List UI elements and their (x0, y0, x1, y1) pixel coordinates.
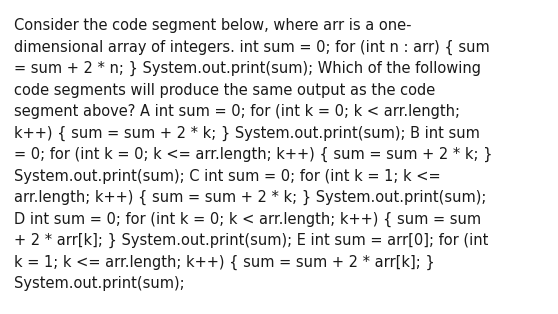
Text: D int sum = 0; for (int k = 0; k < arr.length; k++) { sum = sum: D int sum = 0; for (int k = 0; k < arr.l… (14, 212, 481, 227)
Text: k++) { sum = sum + 2 * k; } System.out.print(sum); B int sum: k++) { sum = sum + 2 * k; } System.out.p… (14, 126, 480, 141)
Text: + 2 * arr[k]; } System.out.print(sum); E int sum = arr[0]; for (int: + 2 * arr[k]; } System.out.print(sum); E… (14, 233, 488, 248)
Text: System.out.print(sum); C int sum = 0; for (int k = 1; k <=: System.out.print(sum); C int sum = 0; fo… (14, 169, 441, 183)
Text: arr.length; k++) { sum = sum + 2 * k; } System.out.print(sum);: arr.length; k++) { sum = sum + 2 * k; } … (14, 190, 487, 205)
Text: = sum + 2 * n; } System.out.print(sum); Which of the following: = sum + 2 * n; } System.out.print(sum); … (14, 61, 481, 76)
Text: = 0; for (int k = 0; k <= arr.length; k++) { sum = sum + 2 * k; }: = 0; for (int k = 0; k <= arr.length; k+… (14, 147, 493, 162)
Text: dimensional array of integers. int sum = 0; for (int n : arr) { sum: dimensional array of integers. int sum =… (14, 40, 490, 55)
Text: k = 1; k <= arr.length; k++) { sum = sum + 2 * arr[k]; }: k = 1; k <= arr.length; k++) { sum = sum… (14, 255, 435, 270)
Text: segment above? A int sum = 0; for (int k = 0; k < arr.length;: segment above? A int sum = 0; for (int k… (14, 104, 460, 119)
Text: code segments will produce the same output as the code: code segments will produce the same outp… (14, 83, 435, 98)
Text: System.out.print(sum);: System.out.print(sum); (14, 276, 185, 291)
Text: Consider the code segment below, where arr is a one-: Consider the code segment below, where a… (14, 18, 411, 33)
